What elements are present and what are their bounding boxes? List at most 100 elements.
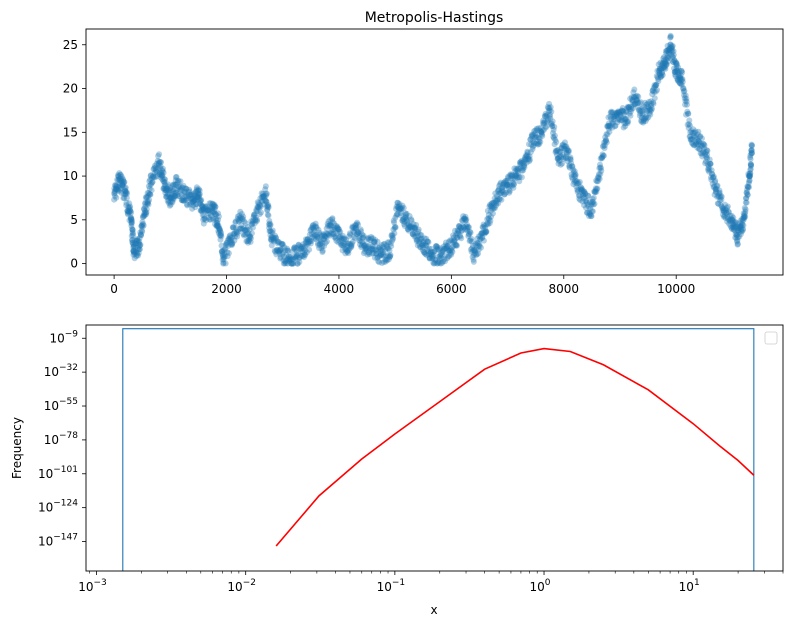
trace-point: [275, 248, 282, 255]
trace-point: [202, 204, 209, 211]
trace-point: [381, 258, 388, 265]
trace-point: [624, 120, 631, 127]
trace-point: [290, 245, 297, 252]
trace-point: [415, 228, 422, 235]
trace-point: [212, 221, 219, 228]
trace-point: [491, 195, 498, 202]
trace-point: [712, 177, 719, 184]
trace-point: [228, 241, 235, 248]
trace-point: [152, 164, 159, 171]
trace-point: [306, 237, 313, 244]
trace-point: [605, 114, 612, 121]
trace-point: [222, 253, 229, 260]
trace-point: [556, 149, 563, 156]
trace-point: [485, 211, 492, 218]
trace-point: [748, 147, 755, 154]
trace-point: [382, 252, 389, 259]
trace-point: [644, 107, 651, 114]
trace-point: [735, 223, 742, 230]
trace-point: [468, 235, 475, 242]
trace-point: [373, 248, 380, 255]
trace-point: [394, 203, 401, 210]
trace-point: [222, 242, 229, 249]
trace-point: [743, 199, 750, 206]
trace-point: [576, 192, 583, 199]
trace-point: [385, 252, 392, 259]
trace-point: [122, 191, 129, 198]
trace-point: [455, 223, 462, 230]
trace-point: [321, 233, 328, 240]
trace-point: [734, 237, 741, 244]
trace-point: [706, 156, 713, 163]
trace-point: [609, 120, 616, 127]
trace-point: [393, 212, 400, 219]
trace-point: [216, 225, 223, 232]
trace-point: [544, 103, 551, 110]
trace-point: [530, 142, 537, 149]
trace-point: [563, 149, 570, 156]
trace-point: [352, 222, 359, 229]
trace-point: [462, 213, 469, 220]
trace-point: [538, 129, 545, 136]
trace-point: [559, 142, 566, 149]
trace-point: [655, 61, 662, 68]
trace-point: [297, 245, 304, 252]
trace-point: [263, 198, 270, 205]
trace-point: [656, 68, 663, 75]
trace-point: [689, 136, 696, 143]
trace-point: [158, 171, 165, 178]
trace-point: [128, 232, 135, 239]
trace-point: [666, 49, 673, 56]
trace-point: [391, 230, 398, 237]
trace-point: [664, 42, 671, 49]
trace-point: [276, 247, 283, 254]
trace-point: [622, 116, 629, 123]
trace-point: [721, 208, 728, 215]
trace-point: [434, 244, 441, 251]
trace-point: [421, 249, 428, 256]
trace-point: [714, 193, 721, 200]
trace-point: [124, 211, 131, 218]
trace-point: [521, 164, 528, 171]
trace-point: [539, 133, 546, 140]
trace-point: [677, 80, 684, 87]
trace-point: [616, 110, 623, 117]
trace-point: [168, 187, 175, 194]
trace-point: [541, 113, 548, 120]
trace-point: [701, 142, 708, 149]
trace-point: [589, 208, 596, 215]
trace-point: [619, 105, 626, 112]
trace-point: [272, 248, 279, 255]
trace-point: [620, 124, 627, 131]
trace-point: [190, 195, 197, 202]
trace-point: [285, 255, 292, 262]
trace-point: [585, 193, 592, 200]
trace-point: [534, 134, 541, 141]
trace-point: [180, 197, 187, 204]
trace-point: [116, 175, 123, 182]
trace-point: [674, 61, 681, 68]
y-tick-label: 5: [70, 213, 78, 227]
trace-point: [740, 216, 747, 223]
trace-point: [454, 230, 461, 237]
trace-point: [625, 104, 632, 111]
trace-point: [574, 188, 581, 195]
trace-point: [673, 67, 680, 74]
trace-point: [148, 187, 155, 194]
trace-point: [170, 194, 177, 201]
trace-point: [149, 178, 156, 185]
trace-point: [282, 258, 289, 265]
trace-point: [375, 244, 382, 251]
trace-point: [746, 172, 753, 179]
trace-point: [165, 183, 172, 190]
trace-point: [368, 235, 375, 242]
trace-point: [629, 96, 636, 103]
trace-point: [573, 183, 580, 190]
trace-point: [410, 231, 417, 238]
trace-point: [485, 221, 492, 228]
trace-point: [624, 103, 631, 110]
trace-point: [494, 197, 501, 204]
trace-point: [352, 222, 359, 229]
trace-point: [659, 64, 666, 71]
